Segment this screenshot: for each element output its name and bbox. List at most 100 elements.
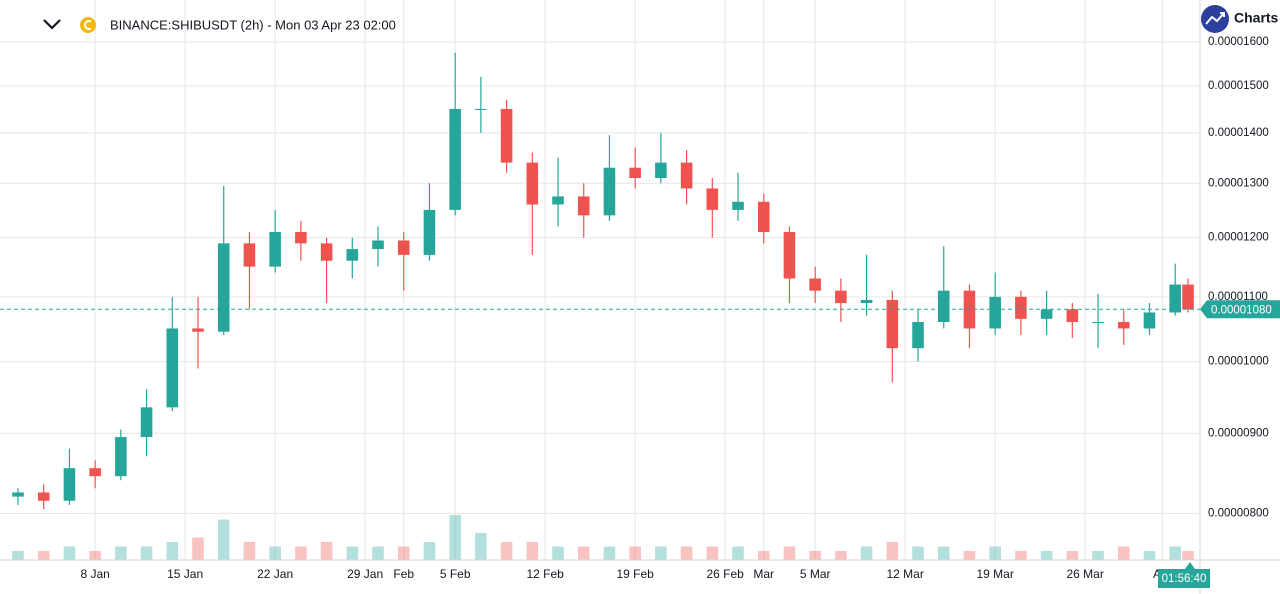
- candle-body: [12, 492, 24, 497]
- brand-name[interactable]: Charts: [1234, 10, 1279, 26]
- x-tick-label: 5 Feb: [440, 567, 471, 581]
- x-tick-label: 15 Jan: [167, 567, 203, 581]
- volume-bar: [809, 551, 821, 560]
- volume-bar: [1182, 551, 1194, 560]
- collapse-chevron[interactable]: [43, 19, 61, 30]
- candles: [12, 52, 1194, 510]
- candle-body: [552, 196, 564, 205]
- volume-bar: [1040, 551, 1053, 560]
- y-tick-label: 0.00000900: [1208, 427, 1269, 439]
- brand-icon-glyph: [1205, 12, 1225, 25]
- volume-bar: [937, 546, 950, 560]
- volume-bar: [1015, 551, 1027, 560]
- volume-bar: [423, 542, 436, 560]
- y-tick-label: 0.00001000: [1208, 356, 1269, 368]
- candle-body: [89, 468, 101, 477]
- volume-bar: [732, 546, 744, 560]
- x-tick-label: 26 Feb: [706, 567, 744, 581]
- candle-body: [449, 108, 461, 210]
- candle-body: [783, 232, 796, 279]
- x-tick-label: Mar: [753, 567, 774, 581]
- candle-body: [500, 108, 513, 163]
- candle-body: [397, 240, 410, 255]
- y-tick-label: 0.00001400: [1208, 127, 1269, 139]
- candle-body: [603, 167, 616, 216]
- y-tick-label: 0.00001500: [1208, 80, 1269, 92]
- candle-body: [860, 299, 873, 304]
- volume-bar: [449, 515, 461, 560]
- candle-body: [1182, 284, 1194, 310]
- volume-bar: [192, 537, 204, 560]
- x-tick-label: 22 Jan: [257, 567, 293, 581]
- candle-body: [526, 162, 539, 205]
- x-tick-label: 5 Mar: [800, 567, 831, 581]
- candle-body: [1015, 296, 1027, 319]
- candle-body: [1169, 284, 1181, 313]
- volume-bar: [320, 542, 333, 560]
- last-price-label: 0.00001080: [1211, 304, 1272, 316]
- x-tick-label: 26 Mar: [1067, 567, 1104, 581]
- candle-body: [989, 296, 1001, 329]
- x-tick-label: 12 Feb: [526, 567, 564, 581]
- y-tick-label: 0.00000800: [1208, 507, 1269, 519]
- candle-body: [37, 492, 50, 501]
- volume-bar: [372, 546, 384, 560]
- x-tick-label: 19 Feb: [616, 567, 654, 581]
- volume-bar: [989, 546, 1001, 560]
- volume-bar: [886, 542, 899, 560]
- volume-bar: [629, 546, 641, 560]
- candle-body: [372, 240, 384, 250]
- candle-body: [655, 162, 667, 179]
- volume-bar: [1117, 546, 1130, 560]
- volume-bar: [552, 546, 564, 560]
- volume-bar: [500, 542, 513, 560]
- candle-body: [577, 196, 590, 216]
- volume-bar: [12, 551, 24, 560]
- volume-bar: [346, 546, 359, 560]
- candle-body: [886, 299, 899, 349]
- volume-bar: [37, 551, 50, 560]
- volume-bar: [655, 546, 667, 560]
- volume-bar: [1066, 551, 1079, 560]
- volume-bar: [397, 546, 410, 560]
- x-tick-label: 8 Jan: [80, 567, 109, 581]
- volume-bar: [89, 551, 101, 560]
- y-tick-label: 0.00001200: [1208, 232, 1269, 244]
- candle-body: [937, 290, 950, 323]
- y-tick-label: 0.00001600: [1208, 36, 1269, 48]
- candle-body: [732, 201, 744, 210]
- volume-bar: [757, 551, 770, 560]
- symbol-title: BINANCE:SHIBUSDT (2h) - Mon 03 Apr 23 02…: [110, 17, 396, 32]
- candle-body: [835, 290, 847, 304]
- volume-bar: [1169, 546, 1181, 560]
- volume-bar: [835, 551, 847, 560]
- candle-body: [269, 232, 281, 267]
- candle-body: [1040, 309, 1053, 319]
- candle-body: [809, 278, 821, 291]
- volume-bar: [526, 542, 539, 560]
- candle-body: [63, 468, 76, 501]
- coin-icon: [80, 17, 96, 33]
- candle-body: [1117, 322, 1130, 329]
- candle-body: [140, 407, 153, 438]
- countdown-tag: [1158, 562, 1210, 588]
- x-tick-label: 19 Mar: [976, 567, 1013, 581]
- candle-body: [1092, 322, 1104, 324]
- volume-bar: [63, 546, 76, 560]
- candle-body: [243, 243, 256, 267]
- volume-bar: [912, 546, 924, 560]
- countdown-label: 01:56:40: [1162, 573, 1207, 585]
- candle-body: [680, 162, 693, 189]
- volume-bar: [860, 546, 873, 560]
- candle-body: [295, 232, 307, 244]
- candle-body: [166, 328, 179, 408]
- volume-bar: [603, 546, 616, 560]
- volume-bar: [1092, 551, 1104, 560]
- volume-bar: [706, 546, 719, 560]
- candle-body: [1066, 309, 1079, 323]
- candle-body: [706, 188, 719, 210]
- x-tick-label: 12 Mar: [886, 567, 923, 581]
- volume-bar: [783, 546, 796, 560]
